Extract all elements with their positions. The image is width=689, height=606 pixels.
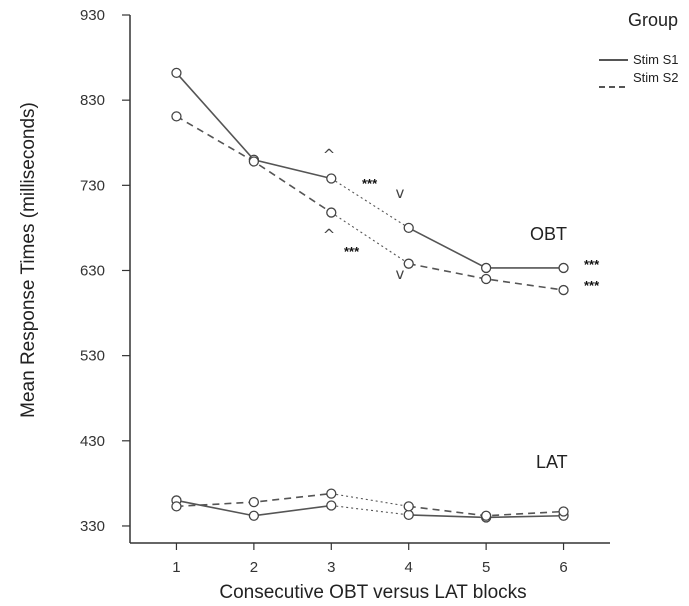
data-point-obt-stim-s2 xyxy=(171,111,182,122)
legend-label-stim-s2: Stim S2 xyxy=(633,70,679,85)
data-point-lat-stim-s2 xyxy=(403,501,414,512)
data-point-obt-stim-s2 xyxy=(403,258,414,269)
data-point-lat-stim-s2 xyxy=(248,496,260,508)
y-tick-label: 830 xyxy=(80,92,105,109)
data-point-obt-stim-s2 xyxy=(480,273,492,285)
data-point-lat-stim-s2 xyxy=(558,506,569,517)
data-point-lat-stim-s1 xyxy=(248,510,260,521)
caret-down-s1: v xyxy=(396,184,405,202)
data-point-obt-stim-s1 xyxy=(403,222,414,234)
data-point-obt-stim-s2 xyxy=(326,207,337,218)
significance-marker-s2-transition: *** xyxy=(344,244,360,259)
group-label-obt: OBT xyxy=(530,224,567,244)
series-layer xyxy=(171,67,569,523)
data-point-lat-stim-s2 xyxy=(480,510,492,521)
series-line-obt-stim-s2-transition xyxy=(330,212,410,265)
x-axis-ticks: 1 2 3 4 5 6 xyxy=(172,543,568,576)
y-tick-label: 530 xyxy=(80,348,105,365)
caret-up-s2: ^ xyxy=(323,226,336,244)
y-tick-label: 630 xyxy=(80,262,105,279)
data-point-lat-stim-s2 xyxy=(326,488,337,499)
group-label-lat: LAT xyxy=(536,452,568,472)
series-line-lat-stim-s1-transition xyxy=(331,504,409,516)
series-line-obt-stim-s1-transition xyxy=(330,178,410,229)
significance-marker-s1-transition: *** xyxy=(362,176,378,191)
legend-label-stim-s1: Stim S1 xyxy=(633,52,679,67)
x-tick-label: 2 xyxy=(250,559,258,576)
significance-marker-s1-block6: *** xyxy=(584,257,600,272)
data-point-lat-stim-s2 xyxy=(171,501,182,512)
caret-up-s1: ^ xyxy=(323,146,336,164)
y-axis-ticks: 930 830 730 630 530 430 330 xyxy=(80,7,130,535)
data-point-lat-stim-s1 xyxy=(403,509,414,521)
x-tick-label: 3 xyxy=(327,559,335,576)
x-tick-label: 5 xyxy=(482,559,490,576)
data-point-obt-stim-s1 xyxy=(326,173,337,184)
data-point-obt-stim-s1 xyxy=(480,262,492,274)
series-line-lat-stim-s2-transition xyxy=(331,493,409,507)
data-point-obt-stim-s2 xyxy=(558,284,569,296)
x-axis-title: Consecutive OBT versus LAT blocks xyxy=(219,582,526,603)
y-tick-label: 730 xyxy=(80,177,105,194)
legend: Group Stim S1 Stim S2 xyxy=(599,10,679,88)
data-point-obt-stim-s2 xyxy=(248,156,260,167)
data-point-obt-stim-s1 xyxy=(558,262,569,274)
x-tick-label: 6 xyxy=(559,559,567,576)
x-tick-label: 1 xyxy=(172,559,180,576)
data-point-obt-stim-s1 xyxy=(171,67,182,79)
y-tick-label: 930 xyxy=(80,7,105,24)
caret-down-s2: v xyxy=(396,265,405,283)
data-point-lat-stim-s1 xyxy=(326,500,337,511)
y-tick-label: 330 xyxy=(80,518,105,535)
x-tick-label: 4 xyxy=(405,559,413,576)
legend-title: Group xyxy=(628,10,678,30)
y-axis-title: Mean Response Times (milliseconds) xyxy=(18,102,39,418)
y-tick-label: 430 xyxy=(80,433,105,450)
significance-marker-s2-block6: *** xyxy=(584,278,600,293)
